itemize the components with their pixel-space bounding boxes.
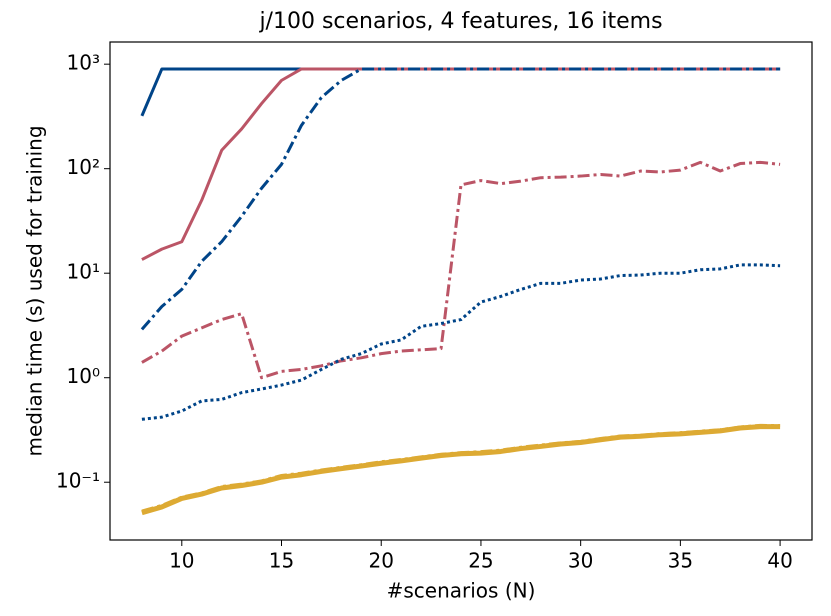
line-series bbox=[141, 160, 781, 380]
x-tick-label: 25 bbox=[468, 549, 493, 573]
line-series bbox=[140, 67, 781, 117]
y-axis-label: median time (s) used for training bbox=[23, 125, 47, 456]
x-tick-label: 15 bbox=[269, 549, 294, 573]
y-tick-label: 10² bbox=[67, 155, 100, 179]
x-tick-label: 30 bbox=[568, 549, 593, 573]
line-series bbox=[140, 67, 781, 331]
x-tick-label: 10 bbox=[169, 549, 194, 573]
y-tick-label: 10⁻¹ bbox=[56, 469, 100, 493]
line-series bbox=[141, 263, 781, 421]
line-series bbox=[141, 67, 781, 261]
x-tick-label: 40 bbox=[767, 549, 792, 573]
chart-title: j/100 scenarios, 4 features, 16 items bbox=[258, 9, 662, 34]
y-tick-label: 10⁰ bbox=[67, 364, 100, 388]
line-series bbox=[141, 424, 781, 516]
x-tick-label: 35 bbox=[668, 549, 693, 573]
line-series bbox=[141, 423, 781, 513]
x-axis-label: #scenarios (N) bbox=[387, 579, 536, 603]
plot-frame bbox=[109, 41, 813, 541]
y-tick-label: 10³ bbox=[67, 51, 100, 75]
y-tick-label: 10¹ bbox=[67, 260, 100, 284]
x-tick-label: 20 bbox=[369, 549, 394, 573]
